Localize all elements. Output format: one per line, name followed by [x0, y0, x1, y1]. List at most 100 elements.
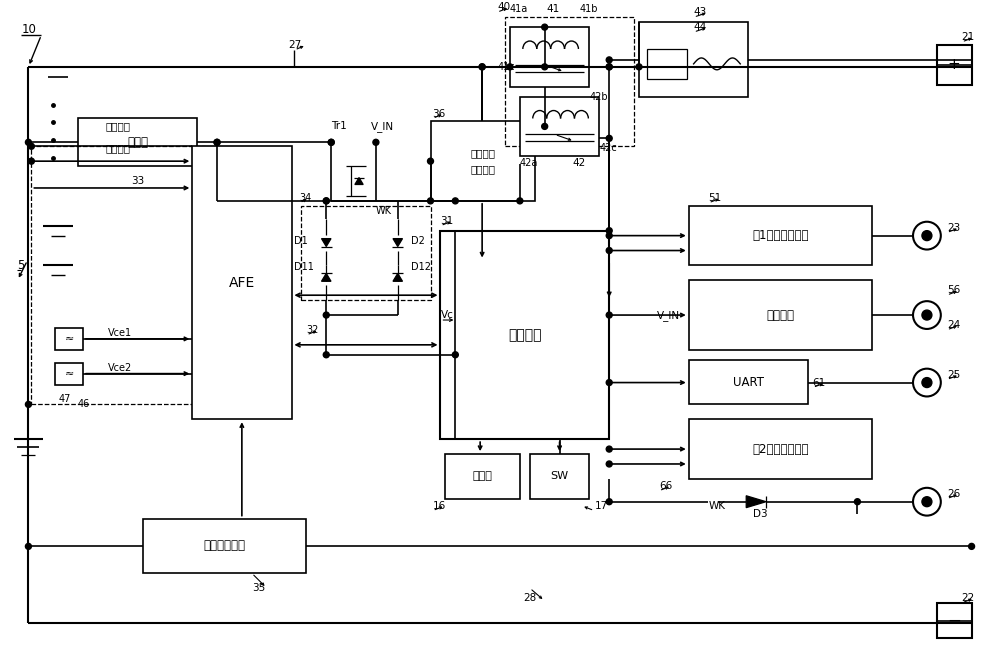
Circle shape — [328, 139, 334, 145]
Circle shape — [214, 139, 220, 145]
Text: WK: WK — [708, 501, 725, 511]
Circle shape — [969, 543, 975, 549]
Circle shape — [922, 231, 932, 241]
Text: 电流检测电路: 电流检测电路 — [203, 540, 245, 553]
Text: 66: 66 — [659, 481, 672, 490]
Text: 电池电压: 电池电压 — [470, 148, 495, 158]
Text: 26: 26 — [947, 489, 960, 499]
Text: 47: 47 — [58, 394, 71, 404]
Text: 33: 33 — [131, 176, 144, 186]
Text: 滤波器: 滤波器 — [127, 136, 148, 149]
Bar — [301, 206, 431, 300]
Polygon shape — [393, 273, 403, 281]
Text: Vce2: Vce2 — [108, 363, 132, 373]
Text: 32: 32 — [306, 325, 319, 335]
Circle shape — [922, 497, 932, 507]
Text: 22: 22 — [962, 593, 975, 603]
Circle shape — [606, 64, 612, 70]
Text: 17: 17 — [594, 501, 608, 511]
Text: 35: 35 — [252, 583, 265, 593]
Circle shape — [606, 233, 612, 239]
Circle shape — [517, 198, 523, 204]
Bar — [689, 206, 872, 266]
Circle shape — [323, 312, 329, 318]
Circle shape — [542, 24, 548, 30]
Text: D11: D11 — [294, 262, 314, 273]
Text: 42c: 42c — [599, 143, 617, 153]
Text: 检测电路: 检测电路 — [766, 309, 794, 322]
Bar — [431, 122, 535, 201]
Text: 单格电压: 单格电压 — [105, 122, 130, 131]
Circle shape — [373, 139, 379, 145]
Text: 第2信号输出电路: 第2信号输出电路 — [752, 443, 809, 456]
Text: AFE: AFE — [229, 276, 255, 290]
Circle shape — [854, 499, 860, 505]
Circle shape — [922, 310, 932, 320]
Text: 31: 31 — [440, 216, 454, 226]
Text: D1: D1 — [294, 235, 308, 246]
Text: ≈: ≈ — [64, 369, 74, 379]
Text: D12: D12 — [411, 262, 431, 273]
Text: Vce1: Vce1 — [108, 328, 132, 338]
Text: 5: 5 — [17, 259, 25, 272]
Bar — [55, 363, 83, 385]
Bar — [78, 118, 197, 166]
Circle shape — [606, 379, 612, 386]
Text: 10: 10 — [21, 23, 36, 35]
Circle shape — [452, 352, 458, 358]
Polygon shape — [321, 273, 331, 281]
Circle shape — [606, 312, 612, 318]
Text: 控制电路: 控制电路 — [508, 328, 542, 342]
Bar — [937, 45, 972, 85]
Text: 28: 28 — [523, 593, 536, 603]
Text: V_IN: V_IN — [657, 309, 680, 320]
Circle shape — [428, 198, 433, 204]
Circle shape — [28, 143, 34, 149]
Bar — [55, 328, 83, 350]
Circle shape — [25, 139, 31, 145]
Circle shape — [606, 135, 612, 141]
Text: 34: 34 — [299, 193, 312, 203]
Text: 第1信号输出电路: 第1信号输出电路 — [752, 229, 809, 242]
Bar — [689, 419, 872, 479]
Text: 46: 46 — [78, 400, 90, 409]
Circle shape — [606, 64, 612, 70]
Text: +: + — [947, 58, 960, 73]
Circle shape — [606, 57, 612, 63]
Bar — [689, 360, 808, 404]
Text: D3: D3 — [753, 509, 768, 519]
Bar — [937, 603, 972, 638]
Text: 43: 43 — [694, 7, 707, 17]
Polygon shape — [393, 239, 403, 247]
Text: 单格平衡: 单格平衡 — [105, 143, 130, 153]
Text: ≈: ≈ — [64, 334, 74, 344]
Bar — [647, 49, 687, 78]
Text: 56: 56 — [947, 285, 960, 295]
Circle shape — [636, 64, 642, 70]
Circle shape — [922, 377, 932, 388]
Polygon shape — [746, 496, 766, 508]
Text: D2: D2 — [411, 235, 425, 246]
Circle shape — [323, 198, 329, 204]
Circle shape — [323, 198, 329, 204]
Text: 42: 42 — [572, 158, 586, 168]
Bar — [520, 97, 599, 156]
Text: 41: 41 — [546, 5, 559, 14]
Text: −: − — [947, 612, 961, 630]
Circle shape — [606, 499, 612, 505]
Text: 21: 21 — [962, 32, 975, 42]
Text: UART: UART — [733, 375, 764, 388]
Text: 41c: 41c — [498, 62, 516, 72]
Bar — [510, 27, 589, 87]
Text: 16: 16 — [432, 501, 446, 511]
Bar — [440, 231, 609, 439]
Bar — [689, 281, 872, 350]
Circle shape — [542, 64, 548, 70]
Circle shape — [479, 64, 485, 70]
Polygon shape — [355, 177, 363, 184]
Text: 51: 51 — [708, 193, 722, 203]
Polygon shape — [321, 239, 331, 247]
Circle shape — [606, 446, 612, 452]
Text: 27: 27 — [288, 40, 301, 50]
Circle shape — [428, 158, 433, 164]
